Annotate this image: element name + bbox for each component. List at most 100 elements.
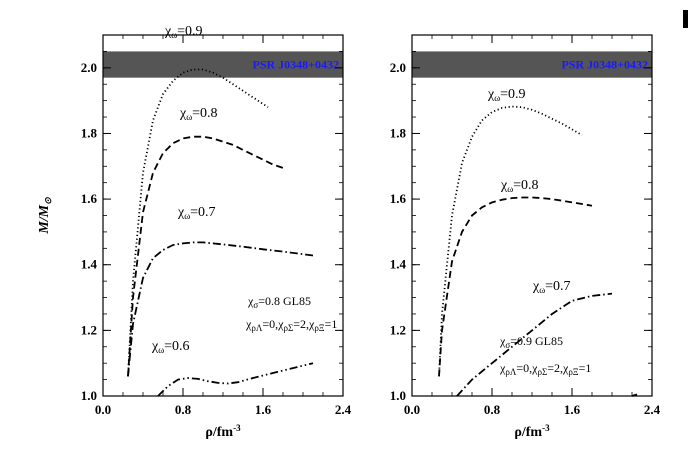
curves <box>127 68 314 397</box>
note-sub: σ <box>505 340 510 350</box>
curve-label-1: χω=0.8 <box>500 178 539 194</box>
note-coupling-symbol: χ <box>531 361 538 375</box>
note-coupling-value: =1 <box>579 361 592 375</box>
note-line-2: χρΛ=0,χρΣ=2,χρΞ=1 <box>245 317 337 333</box>
series-label: χω=0.8 <box>500 178 539 194</box>
series-label-value: =0.9 <box>500 87 525 102</box>
series-label: χω=0.9 <box>487 87 526 103</box>
x-axis-label: ρ/fm-3 <box>514 423 550 440</box>
x-tick-label: 0.8 <box>484 402 501 417</box>
x-axis-label-text: ρ/fm <box>514 425 542 440</box>
x-tick-label: 0.0 <box>95 402 111 417</box>
note-coupling-symbol: χ <box>562 361 569 375</box>
note-coupling-sub: ρΛ <box>505 367 516 377</box>
note-value: =0.9 GL85 <box>510 334 563 348</box>
series-label-symbol: χ <box>500 178 508 193</box>
note-coupling-symbol: χ <box>245 317 252 331</box>
note-coupling-value: =1 <box>325 317 338 331</box>
note-coupling-sub: ρΣ <box>537 367 547 377</box>
series-line-0-9 <box>438 105 583 377</box>
series-label: χω=0.9 <box>164 24 203 40</box>
y-tick-label: 1.2 <box>390 322 406 337</box>
y-axis-label: M/M⊙ <box>37 197 53 235</box>
left-panel: PSR J0348+0432 1.01.21.41.61.82.00.0 0.8 1… <box>37 24 352 440</box>
y-tick-label: 1.6 <box>390 191 407 206</box>
note-line-2: χρΛ=0,χρΣ=2,χρΞ=1 <box>499 361 591 377</box>
curve-labels: χω=0.9χω=0.8χω=0.7 <box>487 87 571 295</box>
psr-band <box>412 51 652 78</box>
y-tick-label: 1.4 <box>81 257 98 272</box>
note-sub: σ <box>253 300 258 310</box>
note-coupling-symbol: χ <box>277 317 284 331</box>
y-tick-label: 2.0 <box>81 60 97 75</box>
note-line-1: χσ=0.9 GL85 <box>499 334 563 350</box>
y-axis-label-sub: ⊙ <box>43 197 53 205</box>
curve-label-2: χω=0.7 <box>177 205 216 221</box>
curve-label-2: χω=0.7 <box>532 279 571 295</box>
y-tick-label: 1.6 <box>81 191 98 206</box>
series-line-0-7 <box>127 241 314 377</box>
note-coupling-sub: ρΞ <box>568 367 578 377</box>
series-label: χω=0.7 <box>532 279 571 295</box>
series-label-value: =0.8 <box>513 178 538 193</box>
y-tick-label: 1.0 <box>390 388 406 403</box>
y-tick-label: 1.8 <box>390 125 407 140</box>
series-label-sub: ω <box>184 211 190 221</box>
curve-label-3: χω=0.6 <box>151 339 190 355</box>
plot-frame <box>102 34 344 397</box>
series-label-symbol: χ <box>487 87 495 102</box>
y-tick-label: 1.8 <box>81 125 98 140</box>
curve-label-0: χω=0.9 <box>164 24 203 40</box>
band-label: PSR J0348+0432 <box>561 58 648 72</box>
note-coupling-value: =0, <box>262 317 278 331</box>
curves <box>438 105 638 397</box>
series-label-value: =0.7 <box>190 205 215 220</box>
x-axis-label: ρ/fm-3 <box>205 423 241 440</box>
note-coupling-value: =2, <box>547 361 563 375</box>
series-label: χω=0.8 <box>179 106 218 122</box>
note-coupling-sub: ρΞ <box>314 323 324 333</box>
y-tick-label: 1.0 <box>81 388 97 403</box>
x-tick-label: 1.6 <box>255 402 272 417</box>
series-label-sub: ω <box>186 112 192 122</box>
x-tick-label: 0.0 <box>404 402 420 417</box>
x-axis-label-exp: -3 <box>233 423 241 433</box>
y-tick-label: 1.4 <box>390 257 407 272</box>
series-label-value: =0.8 <box>192 106 217 121</box>
note-coupling-value: =0, <box>516 361 532 375</box>
curve-label-1: χω=0.8 <box>179 106 218 122</box>
series-label: χω=0.7 <box>177 205 216 221</box>
cropped-edge-mark <box>683 10 688 28</box>
note-value: =0.8 GL85 <box>258 294 311 308</box>
series-label: χω=0.6 <box>151 339 190 355</box>
axis-ticks: 1.0 1.2 1.4 1.6 1.8 2.0 0.0 0.8 1.6 2.4 <box>81 34 352 417</box>
note-coupling-value: =2, <box>293 317 309 331</box>
note-line-1: χσ=0.8 GL85 <box>247 294 311 310</box>
curve-label-0: χω=0.9 <box>487 87 526 103</box>
series-label-symbol: χ <box>177 205 185 220</box>
x-tick-label: 2.4 <box>644 402 661 417</box>
psr-band <box>103 51 343 78</box>
series-label-sub: ω <box>494 93 500 103</box>
series-line-0-8 <box>127 135 284 377</box>
series-line-0-6 <box>157 362 314 397</box>
series-label-symbol: χ <box>164 24 172 39</box>
note-coupling-symbol: χ <box>308 317 315 331</box>
series-label-sub: ω <box>507 184 513 194</box>
series-label-value: =0.9 <box>177 24 202 39</box>
x-axis-label-exp: -3 <box>542 423 550 433</box>
series-label-symbol: χ <box>532 279 540 294</box>
x-tick-label: 2.4 <box>335 402 352 417</box>
right-panel: PSR J0348+0432 1.01.21.41.61.82.00.0 0.8 1… <box>390 34 661 440</box>
note-symbol: χ <box>247 294 254 308</box>
series-line-0-7 <box>456 292 613 397</box>
series-line-0-8 <box>438 196 593 377</box>
x-axis-label-text: ρ/fm <box>205 425 233 440</box>
axis-ticks: 1.0 1.2 1.4 1.6 1.8 2.0 0.0 0.8 1.6 2.4 <box>390 34 661 417</box>
series-label-value: =0.6 <box>164 339 189 354</box>
note-coupling-sub: ρΣ <box>283 323 293 333</box>
series-line-0-9 <box>127 68 269 377</box>
